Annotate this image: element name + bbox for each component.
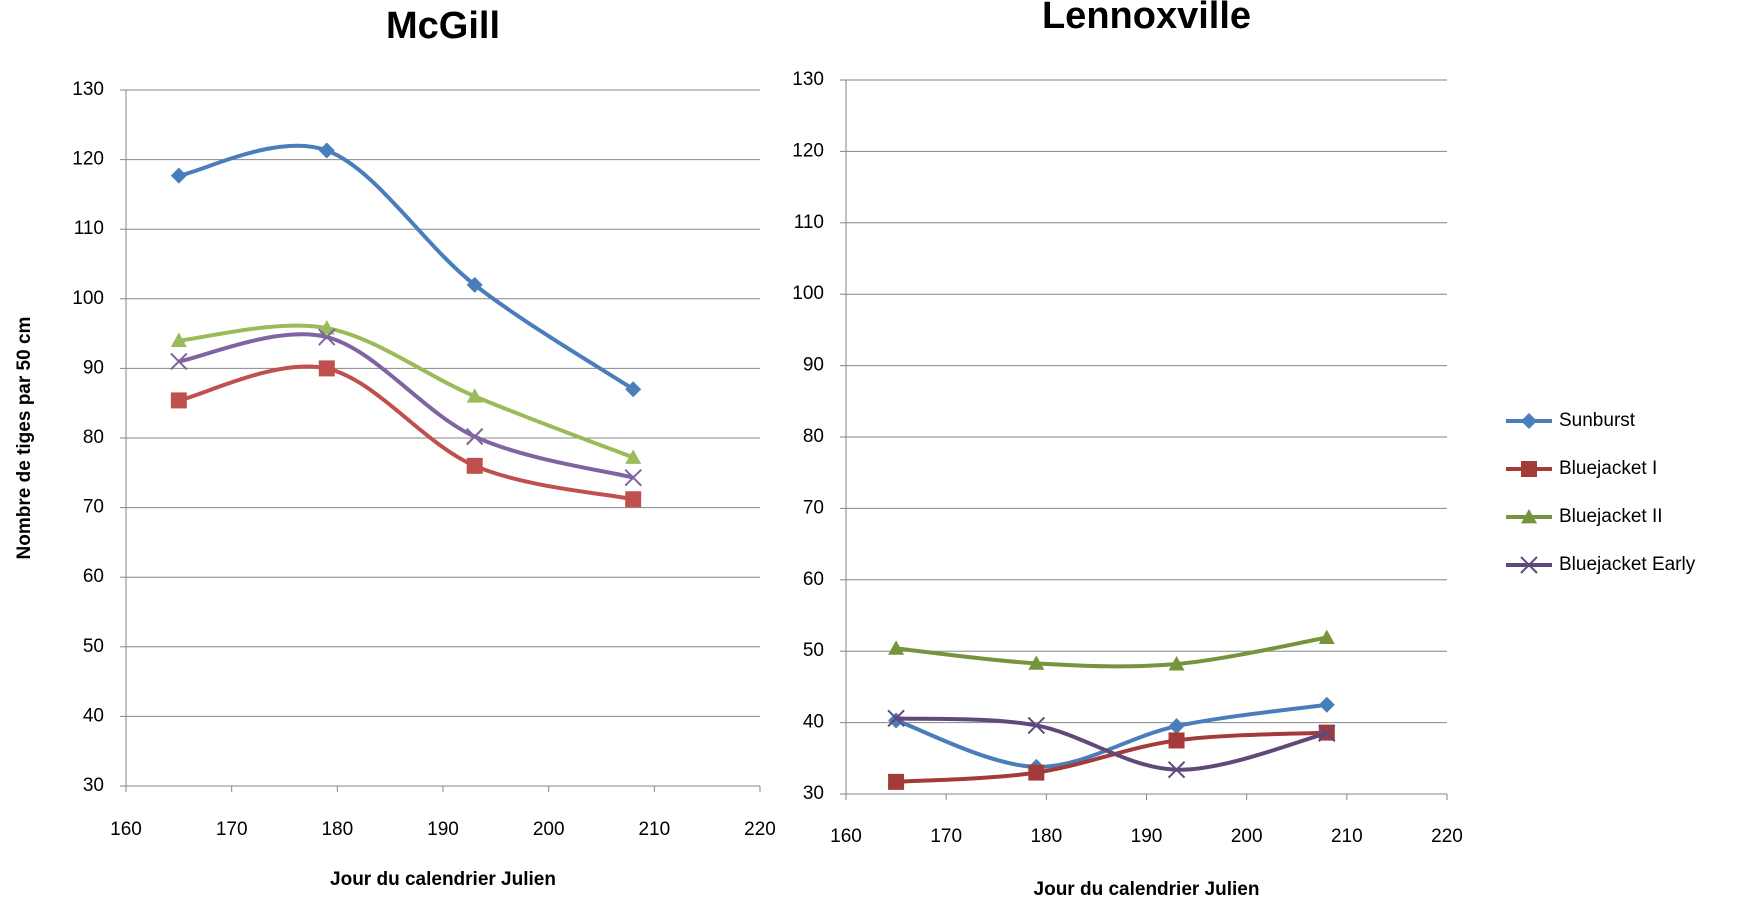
marker: [625, 449, 642, 464]
marker: [170, 332, 187, 347]
x-tick-label: 210: [1331, 826, 1363, 847]
marker: [465, 427, 484, 446]
series-line: [178, 143, 635, 391]
y-tick-label: 30: [83, 775, 104, 796]
y-tick-label: 130: [72, 79, 104, 100]
y-tick-label: 120: [72, 149, 104, 170]
x-tick-label: 220: [744, 819, 776, 840]
y-tick-label: 50: [83, 636, 104, 657]
y-tick-label: 100: [72, 288, 104, 309]
legend-label: Sunburst: [1559, 410, 1636, 431]
y-tick-label: 70: [803, 497, 824, 518]
y-tick-label: 90: [803, 355, 824, 376]
series-line: [895, 716, 1328, 772]
marker: [625, 381, 642, 398]
marker: [888, 773, 905, 790]
series-line: [895, 635, 1328, 669]
marker: [887, 709, 905, 728]
x-tick-label: 210: [638, 819, 670, 840]
x-tick-label: 190: [427, 819, 459, 840]
chart-title: McGill: [386, 5, 500, 47]
marker: [170, 352, 188, 371]
y-tick-label: 80: [803, 426, 824, 447]
y-tick-label: 110: [794, 212, 824, 233]
x-tick-label: 170: [216, 819, 248, 840]
x-axis-label: Jour du calendrier Julien: [1034, 879, 1260, 900]
marker: [318, 360, 335, 377]
x-tick-label: 160: [110, 819, 142, 840]
x-tick-label: 180: [321, 819, 353, 840]
y-tick-label: 130: [792, 69, 824, 90]
marker: [1168, 656, 1185, 671]
marker: [1167, 761, 1186, 779]
marker: [1318, 724, 1336, 743]
y-tick-label: 90: [83, 357, 104, 378]
x-tick-label: 200: [1231, 826, 1263, 847]
marker: [466, 388, 483, 403]
legend-label: Bluejacket Early: [1559, 554, 1696, 575]
x-tick-label: 200: [533, 819, 565, 840]
y-tick-label: 70: [83, 497, 104, 518]
y-tick-label: 60: [83, 566, 104, 587]
chart-title: Lennoxville: [1042, 0, 1251, 37]
y-tick-label: 30: [803, 783, 824, 804]
marker: [1318, 629, 1335, 645]
marker: [1521, 413, 1537, 429]
series-line: [178, 332, 634, 480]
x-axis-label: Jour du calendrier Julien: [330, 869, 556, 890]
legend-label: Bluejacket II: [1559, 506, 1663, 527]
marker: [624, 468, 642, 487]
y-axis-label: Nombre de tiges par 50 cm: [14, 317, 35, 560]
marker: [318, 328, 336, 346]
marker: [1027, 716, 1046, 735]
marker: [318, 142, 335, 159]
marker: [1028, 764, 1045, 781]
x-tick-label: 180: [1030, 826, 1062, 847]
y-tick-label: 40: [83, 705, 104, 726]
marker: [170, 167, 187, 184]
marker: [466, 457, 483, 474]
y-tick-label: 100: [792, 283, 824, 304]
y-tick-label: 60: [803, 569, 824, 590]
marker: [1521, 461, 1537, 477]
series-line: [178, 364, 634, 502]
x-tick-label: 220: [1431, 826, 1463, 847]
y-tick-label: 120: [792, 140, 824, 161]
marker: [625, 491, 642, 508]
x-tick-label: 170: [930, 826, 962, 847]
marker: [1318, 696, 1335, 713]
marker: [1168, 732, 1185, 749]
marker: [1168, 718, 1185, 735]
x-tick-label: 190: [1131, 826, 1163, 847]
x-tick-label: 160: [830, 826, 862, 847]
y-tick-label: 80: [83, 427, 104, 448]
marker: [318, 320, 335, 335]
y-tick-label: 40: [803, 712, 824, 733]
marker: [1520, 556, 1538, 574]
marker: [466, 276, 483, 293]
y-tick-label: 110: [74, 218, 104, 239]
legend-label: Bluejacket I: [1559, 458, 1657, 479]
series-line: [895, 730, 1327, 784]
marker: [888, 640, 905, 655]
marker: [1521, 509, 1537, 524]
marker: [170, 392, 187, 409]
marker: [888, 712, 905, 729]
marker: [1028, 655, 1045, 670]
series-line: [178, 323, 634, 460]
y-tick-label: 50: [803, 640, 824, 661]
